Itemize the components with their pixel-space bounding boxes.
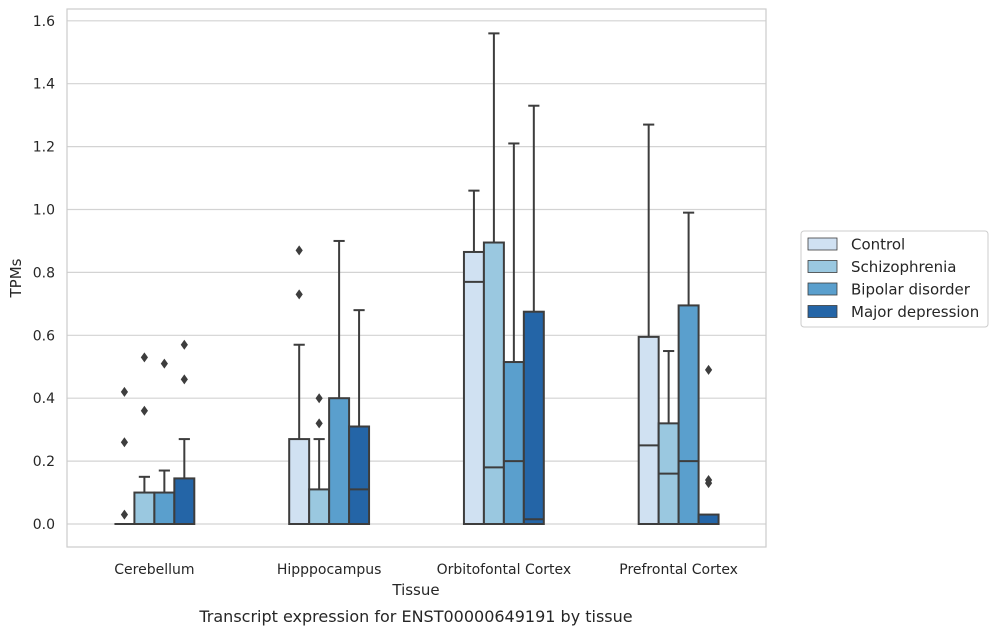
- box-body: [153, 491, 176, 525]
- box-1-3: [657, 350, 680, 525]
- box-body: [328, 397, 351, 526]
- box-body: [348, 425, 371, 526]
- box-0-3: [637, 123, 660, 525]
- y-axis-ticks: 0.0 0.2 0.4 0.6 0.8 1.0 1.2 1.4 1.6: [33, 14, 55, 533]
- outlier-point: [140, 405, 148, 416]
- outlier-point: [160, 358, 168, 369]
- y-tick-label: 1.2: [33, 140, 55, 156]
- x-axis-title: Tissue: [391, 581, 439, 599]
- box-body: [173, 477, 196, 525]
- box-1-2: [482, 32, 505, 526]
- box-3-3: [697, 364, 720, 526]
- legend-swatch: [807, 282, 838, 296]
- x-axis-ticks: Cerebellum Hipppocampus Orbitofontal Corte…: [114, 562, 738, 578]
- box-0-0: [114, 386, 135, 525]
- legend-label: Control: [851, 236, 905, 254]
- box-body: [502, 361, 525, 525]
- legend-swatch: [807, 237, 838, 251]
- legend-label: Bipolar disorder: [851, 281, 971, 299]
- outlier-point: [180, 374, 188, 385]
- x-tick-label: Orbitofontal Cortex: [437, 562, 572, 578]
- box-3-2: [522, 104, 545, 525]
- plot-frame: [66, 8, 767, 548]
- outlier-point: [140, 352, 148, 363]
- box-body: [637, 335, 660, 525]
- box-1-0: [133, 352, 156, 525]
- box-body: [462, 250, 485, 526]
- outlier-point: [120, 509, 129, 520]
- box-2-2: [502, 142, 525, 525]
- box-body: [133, 491, 156, 525]
- outlier-point: [704, 474, 713, 485]
- box-body: [522, 310, 545, 525]
- y-tick-label: 0.4: [33, 391, 55, 407]
- chart-caption: Transcript expression for ENST0000064919…: [198, 607, 632, 626]
- box-body: [308, 488, 331, 525]
- y-tick-label: 1.0: [33, 203, 55, 219]
- box-2-0: [153, 358, 176, 525]
- y-tick-label: 1.6: [33, 14, 55, 30]
- outlier-point: [295, 245, 303, 256]
- legend-label: Schizophrenia: [851, 258, 956, 276]
- outlier-point: [315, 418, 323, 429]
- box-body: [482, 241, 505, 526]
- outlier-point: [704, 364, 713, 375]
- y-tick-label: 0.2: [33, 454, 55, 470]
- box-3-1: [348, 309, 371, 526]
- outlier-point: [180, 339, 188, 350]
- box-2-1: [328, 239, 351, 526]
- outlier-point: [120, 437, 129, 448]
- box-body: [288, 438, 311, 525]
- y-tick-label: 0.6: [33, 328, 55, 344]
- outlier-point: [120, 386, 129, 397]
- x-tick-label: Cerebellum: [114, 562, 194, 578]
- x-tick-label: Hipppocampus: [277, 562, 382, 578]
- outlier-point: [295, 289, 303, 300]
- y-tick-label: 0.0: [33, 517, 55, 533]
- box-0-1: [288, 245, 311, 525]
- y-tick-label: 1.4: [33, 77, 55, 93]
- box-body: [697, 513, 720, 526]
- box-1-1: [308, 393, 331, 525]
- outlier-point: [315, 393, 323, 404]
- box-2-3: [677, 211, 700, 525]
- legend-swatch: [807, 260, 838, 273]
- x-tick-label: Prefrontal Cortex: [619, 562, 738, 578]
- legend: Control Schizophrenia Bipolar disorder Majo…: [800, 230, 989, 328]
- legend-frame: [800, 230, 989, 328]
- legend-label: Major depression: [851, 303, 979, 321]
- legend-swatch: [807, 305, 838, 318]
- box-series: [114, 32, 720, 526]
- box-body: [677, 304, 700, 525]
- box-3-0: [173, 339, 196, 525]
- box-0-2: [462, 189, 485, 526]
- y-tick-label: 0.8: [33, 265, 55, 281]
- y-axis-title: TPMs: [7, 258, 25, 298]
